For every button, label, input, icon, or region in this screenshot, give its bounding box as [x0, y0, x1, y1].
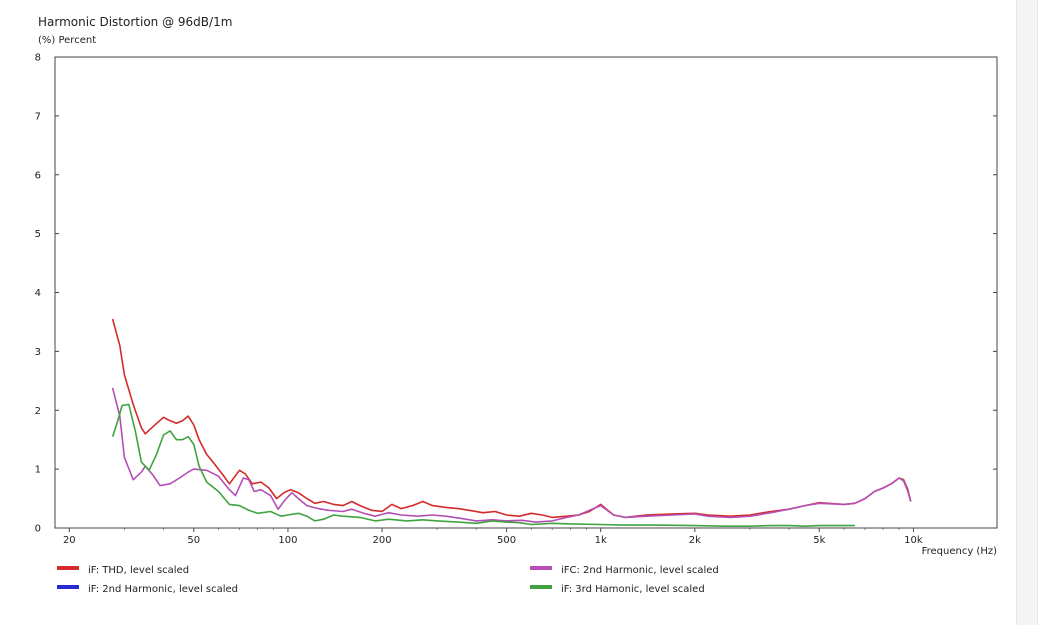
legend-label: iF: 3rd Hamonic, level scaled — [561, 584, 705, 595]
y-tick-label: 4 — [35, 288, 41, 299]
x-tick-label: 20 — [63, 535, 76, 546]
y-axis-ticks: 0 1 2 3 4 5 6 7 8 — [35, 53, 997, 535]
y-tick-label: 6 — [35, 170, 41, 181]
side-scroll-strip — [1016, 0, 1037, 625]
x-tick-label: 500 — [497, 535, 516, 546]
legend: iF: THD, level scaled iFC: 2nd Harmonic, … — [57, 565, 719, 595]
x-tick-label: 2k — [689, 535, 701, 546]
x-tick-label: 1k — [595, 535, 607, 546]
x-tick-label: 100 — [278, 535, 297, 546]
x-tick-label: 200 — [373, 535, 392, 546]
series-line-2 — [111, 387, 912, 523]
y-tick-label: 2 — [35, 406, 41, 417]
series-layer — [111, 318, 912, 527]
legend-swatch — [57, 566, 79, 570]
series-line-3 — [111, 403, 855, 527]
legend-label: iF: THD, level scaled — [88, 565, 189, 576]
series-line-0 — [111, 318, 912, 519]
legend-swatch — [530, 566, 552, 570]
y-tick-label: 1 — [35, 465, 41, 476]
x-axis-ticks: 20 50 100 200 500 1k 2k 5k 10k — [63, 528, 923, 546]
y-tick-label: 3 — [35, 347, 41, 358]
legend-label: iFC: 2nd Harmonic, level scaled — [561, 565, 719, 576]
legend-swatch — [57, 585, 79, 589]
chart-title: Harmonic Distortion @ 96dB/1m — [38, 15, 232, 29]
x-axis-label: Frequency (Hz) — [922, 546, 998, 557]
y-tick-label: 0 — [35, 524, 41, 535]
y-tick-label: 5 — [35, 229, 41, 240]
y-axis-label: (%) Percent — [38, 35, 96, 46]
x-tick-label: 10k — [904, 535, 923, 546]
y-tick-label: 8 — [35, 53, 41, 64]
y-tick-label: 7 — [35, 111, 41, 122]
x-tick-label: 50 — [187, 535, 200, 546]
legend-swatch — [530, 585, 552, 589]
x-tick-label: 5k — [813, 535, 825, 546]
legend-label: iF: 2nd Harmonic, level scaled — [88, 584, 238, 595]
